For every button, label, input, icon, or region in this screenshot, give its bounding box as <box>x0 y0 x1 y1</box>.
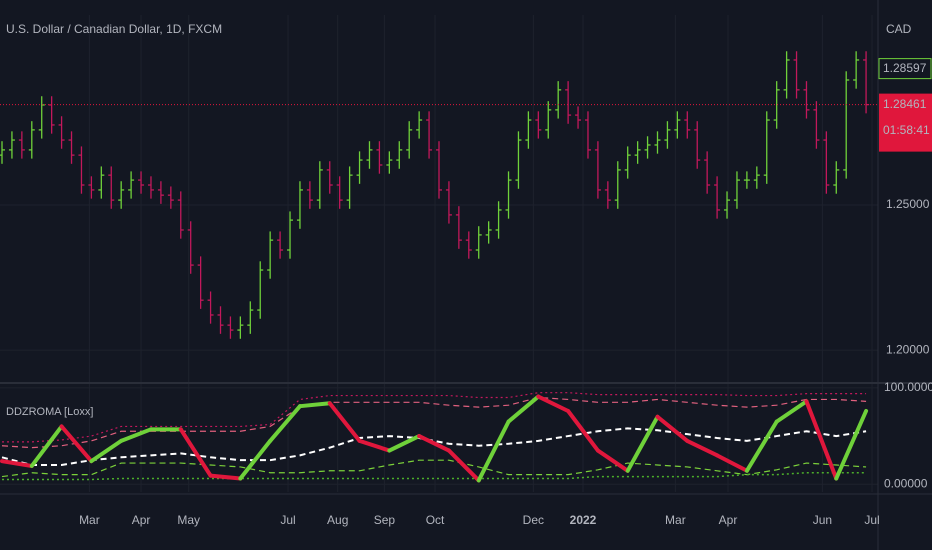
indicator-line <box>1 459 867 478</box>
indicator-line-segment <box>446 448 481 483</box>
x-tick-label: Jul <box>280 513 295 527</box>
x-tick-label: Apr <box>132 513 151 527</box>
indicator-line-segment <box>417 434 451 453</box>
last-price-label: 1.28461 <box>883 97 927 111</box>
indicator-line-segment <box>0 459 34 468</box>
indicator-line-segment <box>506 394 541 424</box>
x-tick-label: Dec <box>523 513 544 527</box>
indicator-line-segment <box>59 424 94 464</box>
y-tick-label: 1.20000 <box>886 342 930 356</box>
indicator-line <box>1 396 867 449</box>
indicator-line-segment <box>685 438 720 458</box>
indicator-line-segment <box>566 409 600 453</box>
indicator-line-segment <box>238 438 273 481</box>
indicator-title: DDZROMA [Loxx] <box>6 406 93 418</box>
indicator-line-segment <box>327 401 362 443</box>
indicator-line-segment <box>834 409 869 481</box>
indicator-line-segment <box>387 434 422 453</box>
indicator-line-segment <box>119 427 153 443</box>
y-tick-label: 1.25000 <box>886 197 930 211</box>
indicator-line <box>1 427 867 466</box>
indicator-line-segment <box>89 438 124 464</box>
indicator-line <box>2 471 867 481</box>
chart-title: U.S. Dollar / Canadian Dollar, 1D, FXCM <box>6 22 222 36</box>
last-price-box <box>879 93 932 152</box>
indicator-line-segment <box>655 414 690 443</box>
y-tick-label: 0.00000 <box>884 476 928 490</box>
x-tick-label: Jul <box>864 513 879 527</box>
x-tick-label: Aug <box>327 513 348 527</box>
indicator-line-segment <box>178 427 213 478</box>
indicator-line-segment <box>715 453 749 473</box>
x-tick-label: Mar <box>665 513 686 527</box>
indicator-line-segment <box>268 404 302 443</box>
x-tick-label: Jun <box>813 513 832 527</box>
indicator-line <box>2 392 867 443</box>
x-tick-label: Oct <box>426 513 445 527</box>
marked-price-label: 1.28597 <box>883 61 927 75</box>
indicator-line-segment <box>625 414 660 473</box>
x-tick-label: Mar <box>79 513 100 527</box>
indicator-line-segment <box>476 419 511 483</box>
indicator-line-segment <box>297 401 332 409</box>
indicator-line-segment <box>357 438 392 453</box>
indicator-line-segment <box>774 399 809 424</box>
countdown-label: 01:58:41 <box>883 123 930 137</box>
x-tick-label: Apr <box>719 513 738 527</box>
indicator-line-segment <box>804 399 839 481</box>
x-tick-label: Sep <box>374 513 396 527</box>
currency-label: CAD <box>886 22 912 36</box>
marked-price-box <box>878 58 932 80</box>
indicator-line-segment <box>208 473 243 481</box>
indicator-line-segment <box>536 394 571 413</box>
x-tick-label: May <box>177 513 200 527</box>
indicator-line-segment <box>595 448 630 473</box>
y-tick-label: 100.00000 <box>884 380 932 394</box>
indicator-line-segment <box>744 419 779 473</box>
x-tick-label: 2022 <box>570 513 597 527</box>
indicator-line-segment <box>29 424 64 468</box>
